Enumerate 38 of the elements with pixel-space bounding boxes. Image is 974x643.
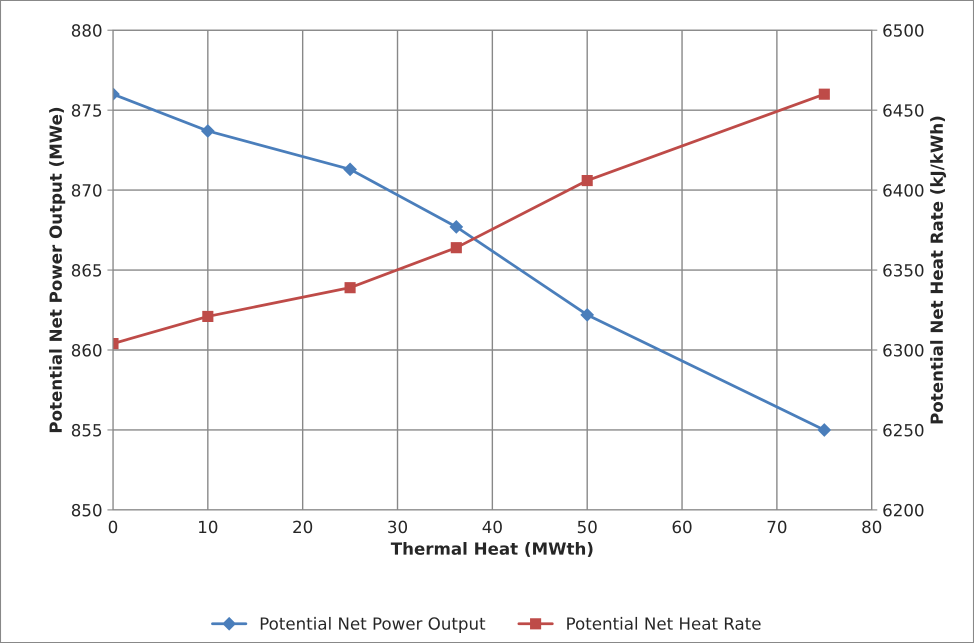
x-tick-label: 30 (388, 520, 408, 534)
point (344, 162, 357, 176)
x-tick-label: 0 (108, 520, 118, 534)
y-tick-label: 855 (72, 424, 102, 437)
point (582, 174, 593, 186)
y2-tick-label: 6500 (883, 24, 924, 37)
y-tick-label: 865 (72, 264, 102, 277)
point (202, 310, 214, 322)
y-tick-label: 850 (72, 504, 102, 516)
point (344, 282, 356, 294)
y2-tick-label: 6400 (883, 184, 924, 197)
x-tick-label: 20 (293, 520, 312, 534)
y2-tick-label: 6200 (883, 504, 924, 516)
legend-label: Potential Net Power Output (260, 616, 486, 634)
point (580, 308, 594, 322)
x-tick-label: 70 (768, 520, 786, 534)
x-tick-label: 60 (672, 520, 692, 534)
point (201, 124, 214, 138)
x-tick-label: 40 (482, 520, 502, 534)
y-tick-label: 860 (72, 344, 102, 357)
point (450, 242, 462, 254)
x-tick-label: 80 (862, 520, 882, 534)
y2-tick-label: 6300 (883, 344, 924, 357)
y2-tick-label: 6450 (883, 104, 924, 117)
x-tick-label: 10 (199, 520, 218, 534)
y-tick-label: 875 (72, 104, 102, 117)
y-tick-label: 870 (72, 184, 102, 197)
point (818, 423, 831, 437)
legend-label: Potential Net Heat Rate (567, 616, 761, 630)
point (818, 88, 830, 100)
y2-axis-title: Potential Net Heat Rate (kJ/kWh) (930, 116, 946, 424)
point (450, 220, 463, 234)
y-axis-title: Potential Net Power Output (MWe) (49, 108, 66, 432)
y2-tick-label: 6250 (883, 424, 924, 437)
x-axis-title: Thermal Heat (MWth) (390, 542, 593, 557)
y2-tick-label: 6350 (883, 264, 924, 277)
y-tick-label: 880 (72, 24, 102, 37)
x-tick-label: 50 (578, 520, 597, 534)
